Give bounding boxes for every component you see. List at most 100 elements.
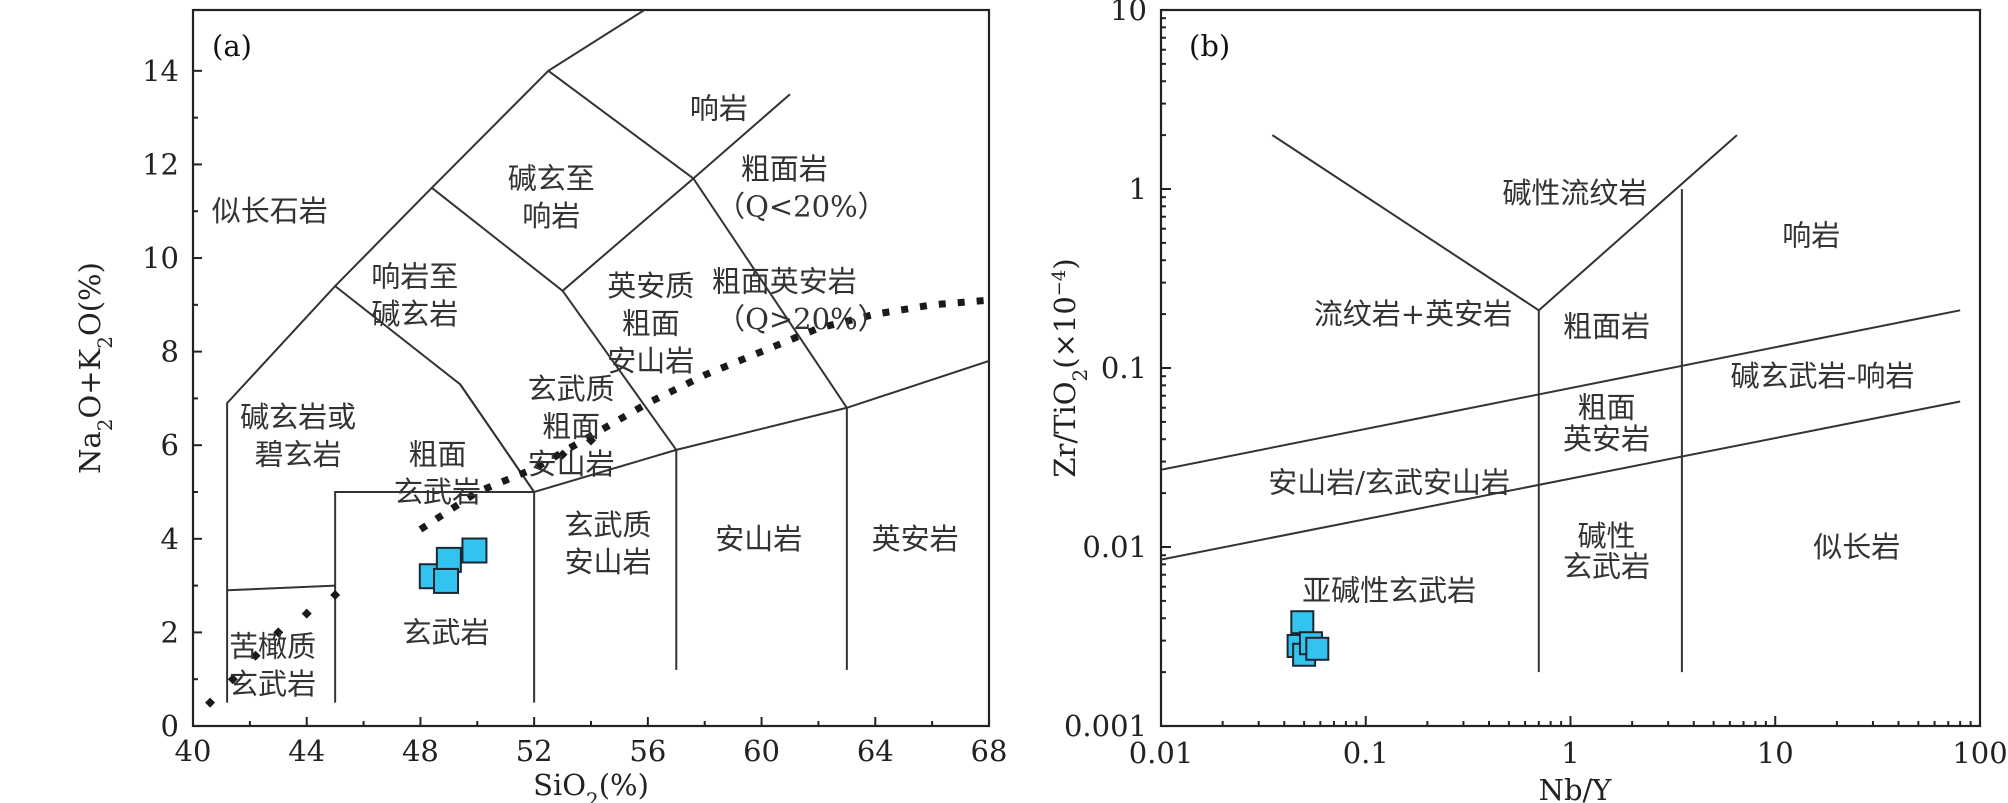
panel-a-samples bbox=[418, 537, 488, 594]
panel-b-tag: (b) bbox=[1189, 29, 1230, 63]
panel-b-y-tick-label: 1 bbox=[1129, 172, 1147, 206]
panel-a-x-tick-label: 56 bbox=[629, 734, 666, 768]
panel-a-region-label: 粗面 bbox=[542, 409, 600, 443]
panel-a-divider-dot bbox=[273, 627, 284, 638]
panel-a-boundary-line bbox=[334, 285, 989, 494]
panel-a-divider-dot bbox=[227, 674, 238, 685]
panel-a-x-tick-label: 48 bbox=[402, 734, 439, 768]
panel-a-region-label: 粗面英安岩 bbox=[712, 264, 857, 298]
panel-a-sample-marker bbox=[461, 537, 488, 564]
panel-a-x-tick-label: 64 bbox=[857, 734, 894, 768]
panel-a-region-label: 似长石岩 bbox=[212, 194, 328, 228]
panel-a-region-label: 英安岩 bbox=[872, 522, 959, 556]
panel-a-x-tick-label: 68 bbox=[971, 734, 1008, 768]
panel-a-dotted-divider bbox=[418, 296, 989, 533]
panel-a-region-label: 玄武岩 bbox=[403, 615, 490, 649]
panel-b-xlabel: Nb/Y bbox=[1539, 773, 1613, 803]
panel-b-y-ticks: 0.001 0.01 0.1 1 10 bbox=[1064, 0, 1171, 743]
panel-a-region-label: 玄武岩 bbox=[229, 667, 316, 701]
panel-b-sample-marker bbox=[1305, 636, 1330, 661]
panel-a-divider-dot bbox=[330, 589, 341, 600]
panel-a-y-tick-label: 2 bbox=[161, 615, 179, 649]
panel-b-x-tick-label: 10 bbox=[1757, 736, 1794, 770]
panel-b-x-ticks: 0.01 0.1 1 10 100 bbox=[1129, 716, 2008, 770]
panel-a-region-label: 碧玄岩 bbox=[255, 438, 342, 472]
panel-b-region-label: 碱性 bbox=[1578, 519, 1636, 553]
panel-a-region-label: 玄武质 bbox=[528, 372, 615, 406]
panel-a-region-label: 粗面 bbox=[408, 438, 466, 472]
panel-a-boundary-line bbox=[692, 93, 791, 180]
panel-a-y-tick-label: 14 bbox=[142, 54, 179, 88]
panel-a-region-label: 英安质 bbox=[607, 269, 694, 303]
panel-a-region-label: 碱玄岩 bbox=[371, 297, 458, 331]
panel-a-region-label: 粗面岩 bbox=[741, 152, 828, 186]
panel-b-boundaries bbox=[1161, 134, 1961, 673]
panel-a-x-tick-label: 52 bbox=[516, 734, 553, 768]
panel-b-x-tick-label: 100 bbox=[1952, 736, 2007, 770]
panel-b-y-tick-label: 0.1 bbox=[1101, 351, 1147, 385]
panel-a-sample-marker bbox=[433, 567, 460, 594]
panel-a-y-tick-label: 8 bbox=[161, 335, 179, 369]
panel-a-x-ticks: 40 44 48 52 56 60 64 68 bbox=[175, 717, 1008, 768]
panel-a-region-label: （Q<20%） bbox=[716, 190, 887, 224]
panel-a-region-label: 安山岩 bbox=[715, 522, 802, 556]
panel-a-region-label: 粗面 bbox=[622, 307, 680, 341]
panel-b-region-label: 流纹岩+英安岩 bbox=[1314, 297, 1512, 331]
panel-a-region-label: 响岩 bbox=[522, 199, 580, 233]
panel-b-boundary-line bbox=[1161, 309, 1961, 471]
panel-b-x-tick-label: 0.01 bbox=[1129, 736, 1194, 770]
panel-a-region-label: 玄武质 bbox=[565, 508, 652, 542]
panel-a-xlabel: SiO2(%) bbox=[533, 768, 649, 803]
panel-a-x-tick-label: 60 bbox=[743, 734, 780, 768]
panel-a-region-label: 安山岩 bbox=[528, 447, 615, 481]
panel-a-ylabel: Na2O+K2O(%) bbox=[73, 262, 117, 474]
panel-b-sample-marker bbox=[1290, 610, 1315, 635]
panel-a-boundary-line bbox=[227, 584, 336, 592]
panel-a-tag: (a) bbox=[212, 29, 252, 63]
panel-b-region-label: 英安岩 bbox=[1563, 422, 1650, 456]
panel-b-samples bbox=[1286, 610, 1330, 667]
panel-a-x-tick-label: 44 bbox=[288, 734, 325, 768]
panel-a-y-tick-label: 4 bbox=[161, 522, 179, 556]
panel-b-y-tick-label: 0.01 bbox=[1082, 530, 1147, 564]
panel-b-y-tick-label: 10 bbox=[1110, 0, 1147, 27]
panel-a-boundary-line bbox=[561, 290, 678, 451]
panel-a-region-label: 苦橄质 bbox=[229, 629, 316, 663]
panel-b-region-label: 亚碱性玄武岩 bbox=[1302, 574, 1476, 608]
panel-a-alkaline-divider bbox=[205, 296, 989, 708]
panel-a-region-label: （Q>20%） bbox=[716, 302, 887, 336]
panel-a-boundaries bbox=[226, 10, 989, 703]
panel-a-region-labels: 似长石岩碱玄至响岩响岩粗面岩（Q<20%）响岩至碱玄岩英安质粗面安山岩粗面英安岩… bbox=[212, 91, 959, 701]
panel-a-x-tick-label: 40 bbox=[175, 734, 212, 768]
panel-b-region-label: 粗面 bbox=[1578, 391, 1636, 425]
panel-a-region-label: 碱玄至 bbox=[508, 161, 595, 195]
panel-a-y-tick-label: 6 bbox=[161, 428, 179, 462]
panel-a-divider-dot bbox=[557, 449, 568, 460]
panel-b-x-tick-label: 0.1 bbox=[1343, 736, 1389, 770]
panel-a-divider-dot bbox=[301, 608, 312, 619]
panel-a-region-label: 安山岩 bbox=[565, 545, 652, 579]
panel-b-region-label: 响岩 bbox=[1782, 218, 1840, 252]
panel-a-region-label: 响岩 bbox=[690, 91, 748, 125]
panel-b-region-label: 碱玄武岩-响岩 bbox=[1731, 359, 1915, 393]
panel-a-region-label: 碱玄岩或 bbox=[240, 400, 356, 434]
panel-a-boundary-line bbox=[226, 10, 647, 703]
panel-a-y-ticks: 0 2 4 6 8 10 12 14 bbox=[142, 54, 202, 743]
panel-a-y-tick-label: 0 bbox=[161, 709, 179, 743]
panel-b-x-tick-label: 1 bbox=[1561, 736, 1579, 770]
panel-a-divider-dot bbox=[250, 650, 261, 661]
panel-a-divider-dot bbox=[205, 697, 216, 708]
panel-b-region-label: 玄武岩 bbox=[1563, 549, 1650, 583]
panel-a-y-tick-label: 10 bbox=[142, 241, 179, 275]
panel-a-frame bbox=[191, 8, 991, 728]
panel-b-region-label: 粗面岩 bbox=[1563, 310, 1650, 344]
panel-b-region-label: 碱性流纹岩 bbox=[1502, 176, 1647, 210]
panel-a-region-label: 响岩至 bbox=[371, 260, 458, 294]
panel-a-sample-marker bbox=[435, 546, 462, 573]
panel-a-boundary-line bbox=[334, 491, 536, 703]
panel-b-boundary-line bbox=[1161, 400, 1961, 561]
